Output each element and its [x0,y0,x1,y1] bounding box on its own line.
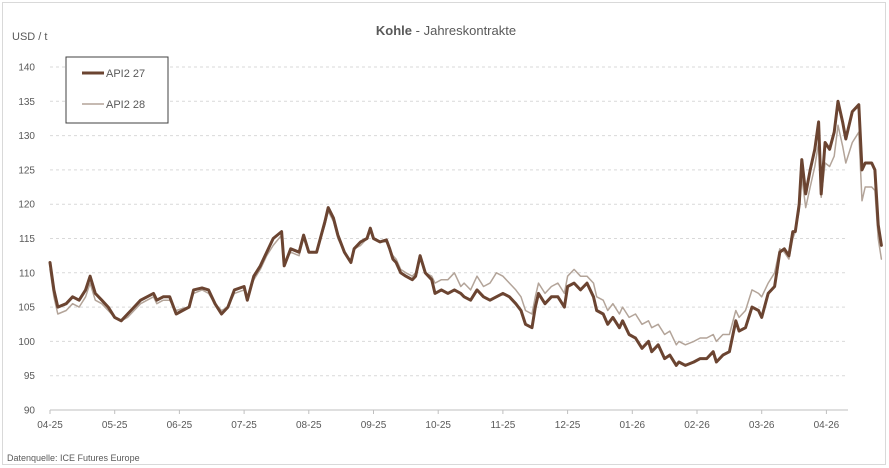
y-tick-label-125: 125 [18,165,35,176]
y-tick-label-100: 100 [18,337,35,348]
x-tick-label-11-25: 11-25 [490,420,515,431]
y-axis: 90 95 100 105 110 115 120 125 130 135 140 [18,63,35,417]
series-group [48,99,883,367]
x-tick-label-07-25: 07-25 [231,420,257,431]
source-note: Datenquelle: ICE Futures Europe [7,453,140,463]
x-tick-label-09-25: 09-25 [361,420,387,431]
chart-title: Kohle - Jahreskontrakte [376,23,516,38]
y-tick-label-115: 115 [19,234,35,245]
x-tick-label-05-25: 05-25 [102,420,128,431]
x-tick-label-03-26: 03-26 [749,420,775,431]
y-tick-label-95: 95 [24,371,36,382]
x-tick-label-06-25: 06-25 [167,420,193,431]
x-tick-label-01-26: 01-26 [620,420,646,431]
y-tick-label-135: 135 [18,97,35,108]
legend-label-api2-27: API2 27 [106,68,145,80]
x-axis: 04-25 05-25 06-25 07-25 08-25 09-25 10-25 11-25… [37,410,840,431]
y-tick-label-90: 90 [24,406,36,417]
x-tick-label-04-26: 04-26 [814,420,840,431]
x-tick-label-04-25: 04-25 [37,420,63,431]
x-tick-label-12-25: 12-25 [555,420,581,431]
y-tick-label-120: 120 [18,200,35,211]
x-tick-label-02-26: 02-26 [684,420,710,431]
series-line-api2-27 [48,99,883,367]
grid [50,66,848,411]
y-tick-label-110: 110 [19,268,35,279]
title-bold: Kohle [376,23,412,38]
y-axis-label: USD / t [12,31,47,43]
x-tick-label-08-25: 08-25 [296,420,322,431]
legend: API2 27 API2 28 [65,56,169,124]
y-tick-label-130: 130 [18,131,35,142]
legend-box [65,56,169,124]
y-tick-label-140: 140 [18,63,35,74]
title-rest: - Jahreskontrakte [412,23,516,38]
x-tick-label-10-25: 10-25 [425,420,451,431]
legend-label-api2-28: API2 28 [106,99,145,111]
y-tick-label-105: 105 [18,303,35,314]
